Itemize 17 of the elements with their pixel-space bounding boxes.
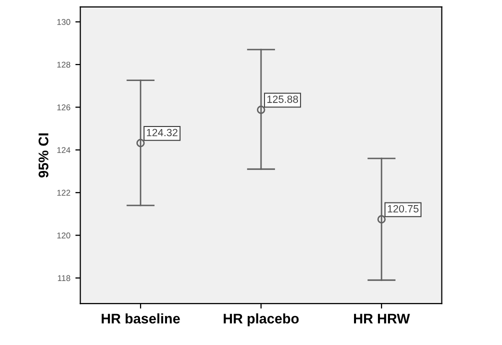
y-tick-label: 126 xyxy=(57,104,70,110)
x-tick-label: HR placebo xyxy=(224,313,299,326)
y-axis-title: 95% CI xyxy=(38,133,48,178)
data-label: 124.32 xyxy=(146,128,178,136)
point xyxy=(136,138,145,148)
x-tick-label: HR baseline xyxy=(102,313,180,324)
data-label: 125.88 xyxy=(267,96,298,103)
y-tick-label: 122 xyxy=(57,190,70,196)
y-tick-label: 128 xyxy=(57,62,70,68)
y-tick-label: 130 xyxy=(57,19,70,25)
y-tick-label: 120 xyxy=(57,232,70,238)
point xyxy=(377,215,386,224)
point xyxy=(256,106,266,114)
y-tick-label: 118 xyxy=(58,275,70,282)
x-tick-label: HR HRW xyxy=(354,314,410,324)
y-tick-label: 124 xyxy=(57,147,70,153)
data-label: 120.75 xyxy=(388,205,418,212)
